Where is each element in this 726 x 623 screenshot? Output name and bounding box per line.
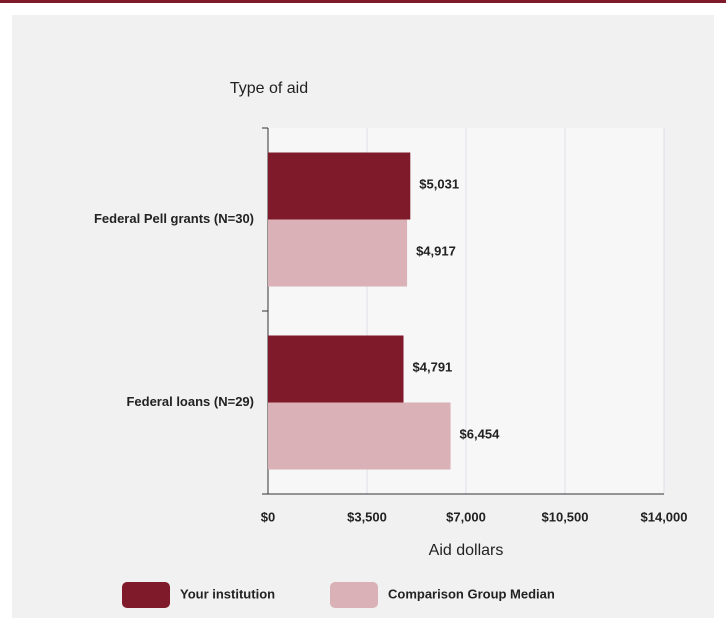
x-axis-label: Aid dollars [429, 542, 504, 559]
x-tick-label: $14,000 [641, 509, 688, 524]
chart-title: Type of aid [230, 80, 308, 97]
top-rule [0, 0, 726, 3]
y-tick-label: Federal loans (N=29) [126, 394, 254, 409]
data-label: $5,031 [419, 176, 459, 191]
data-label: $6,454 [460, 426, 501, 441]
legend-swatch [330, 582, 378, 608]
legend-label: Your institution [180, 586, 275, 601]
bar [268, 402, 451, 470]
data-label: $4,791 [413, 359, 453, 374]
legend-label: Comparison Group Median [388, 586, 555, 601]
bar [268, 335, 404, 403]
x-tick-label: $10,500 [542, 509, 589, 524]
x-tick-label: $3,500 [347, 509, 387, 524]
data-label: $4,917 [416, 243, 456, 258]
bar [268, 219, 408, 287]
y-tick-label: Federal Pell grants (N=30) [94, 211, 254, 226]
legend-swatch [122, 582, 170, 608]
bar [268, 152, 411, 220]
x-tick-label: $7,000 [446, 509, 486, 524]
x-tick-label: $0 [261, 509, 275, 524]
